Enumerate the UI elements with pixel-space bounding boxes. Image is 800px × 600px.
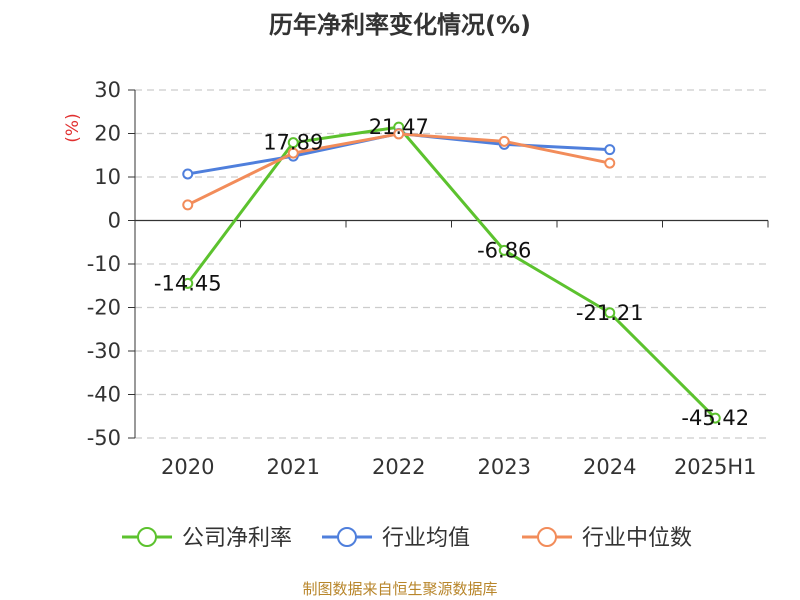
legend-marker-2 (537, 527, 557, 547)
legend-marker-0 (137, 527, 157, 547)
data-label-0-3: -6.86 (477, 238, 531, 262)
y-tick-labels: 30 20 10 0 -10 -20 -30 -40 -50 (87, 78, 121, 450)
data-source-note: 制图数据来自恒生聚源数据库 (302, 580, 497, 598)
data-label-0-1: 17.89 (263, 131, 323, 155)
y-tick-label--50: -50 (87, 426, 121, 450)
data-point-2-2 (393, 128, 405, 140)
x-tick-label-2021: 2021 (267, 455, 320, 479)
x-tick-label-2024: 2024 (583, 455, 636, 479)
series-line-1 (187, 132, 610, 176)
data-label-0-0: -14.45 (154, 271, 222, 295)
data-label-0-4: -21.21 (576, 301, 644, 325)
axes (128, 89, 769, 439)
data-point-2-0 (182, 199, 194, 211)
data-point-2-1 (287, 147, 299, 159)
legend-label-1: 行业均值 (382, 526, 470, 551)
y-tick-label--10: -10 (87, 252, 121, 276)
data-point-1-4 (604, 144, 616, 156)
data-labels: -14.45 17.89 21.47 -6.86 -21.21 -45.42 (154, 115, 749, 430)
legend-label-0: 公司净利率 (182, 526, 292, 551)
y-axis-label: (%) (63, 113, 83, 142)
data-point-0-1 (287, 137, 299, 149)
y-tick-label-20: 20 (94, 122, 121, 146)
series-lines (182, 121, 721, 424)
x-tick-label-2022: 2022 (372, 455, 425, 479)
x-tick-labels: 2020 2021 2022 2023 2024 2025H1 (161, 455, 757, 479)
data-point-2-3 (498, 135, 510, 147)
y-tick-label--20: -20 (87, 296, 121, 320)
x-tick-label-2023: 2023 (478, 455, 531, 479)
y-tick-label--30: -30 (87, 339, 121, 363)
y-tick-label-30: 30 (94, 78, 121, 102)
data-point-0-4 (604, 307, 616, 319)
y-tick-label-10: 10 (94, 165, 121, 189)
chart-title: 历年净利率变化情况(%) (269, 11, 531, 39)
series-line-0 (186, 125, 717, 420)
legend-marker-1 (337, 527, 357, 547)
gridlines (135, 89, 768, 439)
x-tick-label-2020: 2020 (161, 455, 214, 479)
data-label-0-2: 21.47 (369, 115, 429, 139)
data-point-2-4 (604, 157, 616, 169)
y-tick-label-0: 0 (108, 209, 121, 233)
series-line-2 (187, 132, 611, 207)
legend-label-2: 行业中位数 (582, 526, 692, 551)
data-point-0-0 (182, 277, 194, 289)
data-point-0-3 (498, 244, 510, 256)
data-label-0-5: -45.42 (681, 406, 749, 430)
legend: 公司净利率 行业均值 行业中位数 (122, 526, 692, 551)
y-tick-label--40: -40 (87, 383, 121, 407)
data-point-1-0 (182, 168, 194, 180)
x-tick-label-2025H1: 2025H1 (674, 455, 757, 479)
data-point-0-5 (709, 412, 721, 424)
